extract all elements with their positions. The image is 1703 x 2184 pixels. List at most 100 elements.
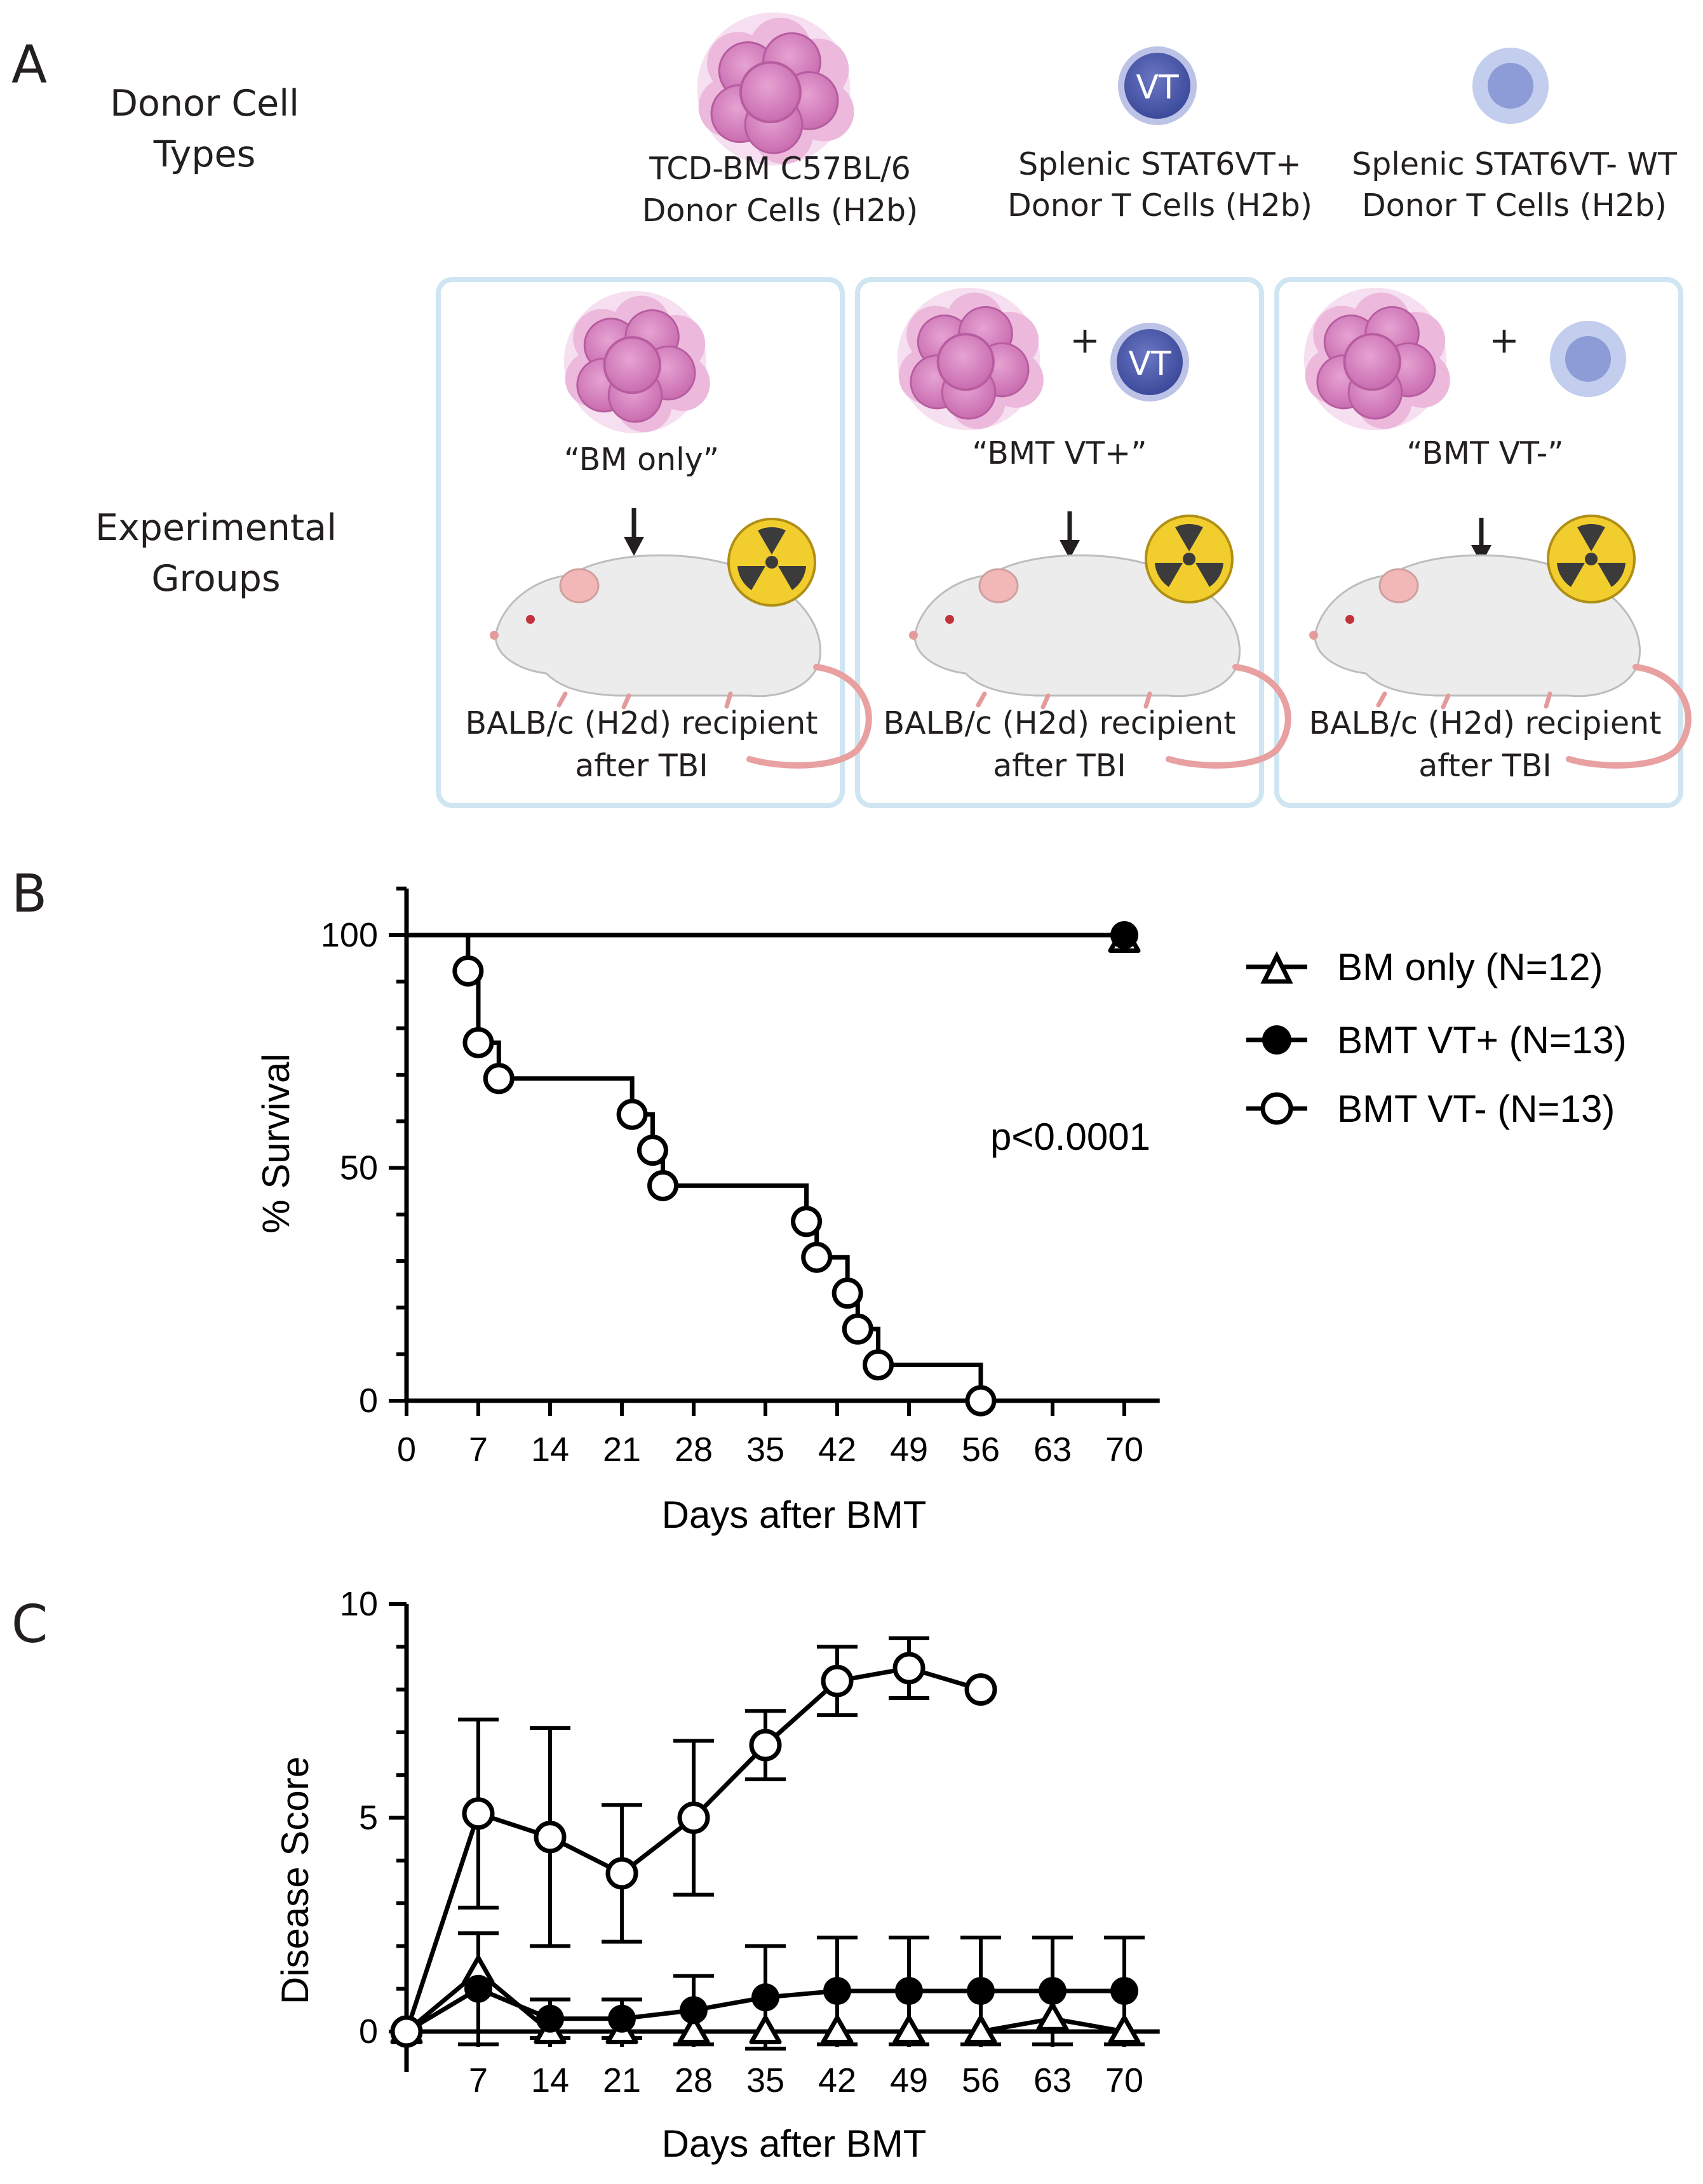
- legend-label-bmt-vt-minus: BMT VT- (N=13): [1337, 1088, 1615, 1130]
- donor-type-3-line2: Donor T Cells (H2b): [1362, 187, 1667, 224]
- survival-point-bmt-vt-minus: [965, 1385, 997, 1417]
- donor-type-2-line1: Splenic STAT6VT+: [1018, 146, 1302, 182]
- disease-point-bmt-vt-minus: [605, 1857, 638, 1890]
- legend-label-bmt-vt-plus: BMT VT+ (N=13): [1337, 1019, 1627, 1062]
- x-tick-label: 49: [890, 1431, 928, 1469]
- x-tick-label: 63: [1033, 2061, 1072, 2100]
- x-tick-label: 42: [818, 2061, 856, 2100]
- groups-header-line2: Groups: [151, 558, 280, 600]
- arrow-down-icon: [1060, 511, 1080, 559]
- x-tick-label: 21: [603, 2061, 641, 2100]
- disease-point-bmt-vt-plus: [536, 2004, 564, 2033]
- disease-point-bm-only: [1036, 2002, 1069, 2032]
- vt-badge-label: VT: [1128, 345, 1171, 383]
- x-tick-label: 35: [746, 1431, 784, 1469]
- y-tick-label: 0: [359, 1382, 378, 1420]
- disease-x-axis-label: Days after BMT: [662, 2122, 927, 2165]
- group2-recipient-line1: BALB/c (H2d) recipient: [884, 705, 1236, 741]
- x-tick-label: 14: [531, 2061, 569, 2100]
- survival-point-bmt-vt-minus: [636, 1135, 668, 1166]
- disease-point-bmt-vt-minus: [390, 2015, 423, 2048]
- panel-b-letter: B: [11, 864, 47, 924]
- x-tick-label: 70: [1105, 1431, 1143, 1469]
- x-tick-label: 7: [469, 1431, 488, 1469]
- disease-point-bm-only: [892, 2015, 926, 2044]
- disease-point-bmt-vt-plus: [823, 1977, 851, 2005]
- disease-point-bmt-vt-plus: [967, 1977, 995, 2005]
- legend: BM only (N=12) BMT VT+ (N=13) BMT VT- (N…: [1246, 946, 1627, 1130]
- arrow-down-icon: [624, 508, 644, 556]
- x-tick-label: 63: [1033, 1431, 1072, 1469]
- survival-point-bmt-vt-minus: [831, 1277, 863, 1309]
- legend-triangle-marker: [1260, 951, 1293, 984]
- y-tick-label: 0: [359, 2012, 378, 2051]
- disease-point-bmt-vt-plus: [608, 2004, 636, 2033]
- donor-header-line2: Types: [153, 133, 256, 175]
- survival-point-bmt-vt-minus: [483, 1063, 515, 1095]
- disease-point-bmt-vt-minus: [749, 1729, 782, 1762]
- disease-point-bm-only: [749, 2015, 782, 2044]
- group1-recipient-line1: BALB/c (H2d) recipient: [466, 705, 818, 741]
- groups-header-line1: Experimental: [95, 507, 337, 549]
- survival-y-axis-label: % Survival: [255, 1053, 297, 1233]
- x-tick-label: 49: [890, 2061, 928, 2100]
- disease-point-bmt-vt-minus: [892, 1652, 926, 1685]
- group3-recipient-line2: after TBI: [1418, 748, 1552, 784]
- survival-point-bmt-vt-plus: [1110, 921, 1138, 949]
- survival-x-axis-label: Days after BMT: [662, 1493, 927, 1536]
- x-tick-label: 56: [962, 1431, 1000, 1469]
- x-tick-label: 70: [1105, 2061, 1143, 2100]
- x-tick-label: 35: [746, 2061, 784, 2100]
- p-value-annotation: p<0.0001: [990, 1116, 1150, 1158]
- survival-point-bmt-vt-minus: [863, 1349, 894, 1381]
- radiation-icon: [727, 518, 816, 607]
- wt-tcell-icon: [1550, 321, 1626, 397]
- disease-point-bmt-vt-plus: [1039, 1977, 1067, 2005]
- donor-type-3-line1: Splenic STAT6VT- WT: [1352, 146, 1678, 182]
- survival-point-bmt-vt-minus: [452, 955, 484, 987]
- disease-point-bm-only: [677, 2015, 710, 2044]
- x-tick-label: 0: [397, 1431, 416, 1469]
- group3-recipient-line1: BALB/c (H2d) recipient: [1309, 705, 1662, 741]
- x-tick-label: 42: [818, 1431, 856, 1469]
- plus-sign: +: [1070, 320, 1100, 361]
- survival-point-bmt-vt-minus: [647, 1170, 679, 1201]
- disease-point-bmt-vt-plus: [751, 1983, 779, 2012]
- x-tick-label: 7: [469, 2061, 488, 2100]
- vt-badge-label: VT: [1136, 69, 1179, 107]
- y-tick-label: 50: [340, 1149, 378, 1187]
- y-tick-label: 10: [340, 1585, 378, 1623]
- x-tick-label: 28: [675, 1431, 713, 1469]
- disease-point-bmt-vt-minus: [821, 1664, 854, 1697]
- radiation-icon: [1547, 515, 1636, 603]
- disease-point-bm-only: [1108, 2015, 1141, 2044]
- donor-type-2-line2: Donor T Cells (H2b): [1007, 187, 1312, 224]
- legend-label-bm-only: BM only (N=12): [1337, 946, 1603, 988]
- disease-point-bmt-vt-plus: [1110, 1977, 1138, 2005]
- survival-point-bmt-vt-minus: [791, 1206, 823, 1237]
- legend-open-circle-marker: [1260, 1092, 1293, 1125]
- x-tick-label: 14: [531, 1431, 569, 1469]
- x-tick-label: 56: [962, 2061, 1000, 2100]
- disease-score-chart: 0 5 10 7 14 21 28 35 42 49 56 63 70: [340, 1585, 1160, 2100]
- survival-point-bmt-vt-minus: [842, 1313, 873, 1345]
- stat6vt-positive-tcell-icon: [1118, 46, 1197, 125]
- survival-point-bmt-vt-minus: [616, 1098, 648, 1130]
- donor-header-line1: Donor Cell: [110, 83, 299, 125]
- plus-sign: +: [1489, 320, 1519, 361]
- survival-line-bmt-vt-minus: [407, 933, 983, 1401]
- survival-chart: 0 50 100 0 7 14 21 28 35 42 49 56 63 70: [321, 886, 1160, 1469]
- group-name-bmt-vt-plus: “BMT VT+”: [972, 435, 1147, 471]
- survival-point-bmt-vt-minus: [801, 1241, 833, 1273]
- y-tick-label: 5: [359, 1799, 378, 1837]
- y-tick-label: 100: [321, 916, 378, 954]
- disease-point-bmt-vt-plus: [680, 1996, 708, 2025]
- bone-marrow-cluster-icon: [697, 13, 854, 166]
- panel-c-letter: C: [11, 1594, 48, 1655]
- disease-point-bm-only: [821, 2015, 854, 2044]
- disease-point-bmt-vt-minus: [964, 1673, 997, 1706]
- panel-a-letter: A: [11, 35, 47, 95]
- disease-point-bmt-vt-minus: [462, 1797, 495, 1830]
- disease-point-bmt-vt-plus: [464, 1974, 492, 2003]
